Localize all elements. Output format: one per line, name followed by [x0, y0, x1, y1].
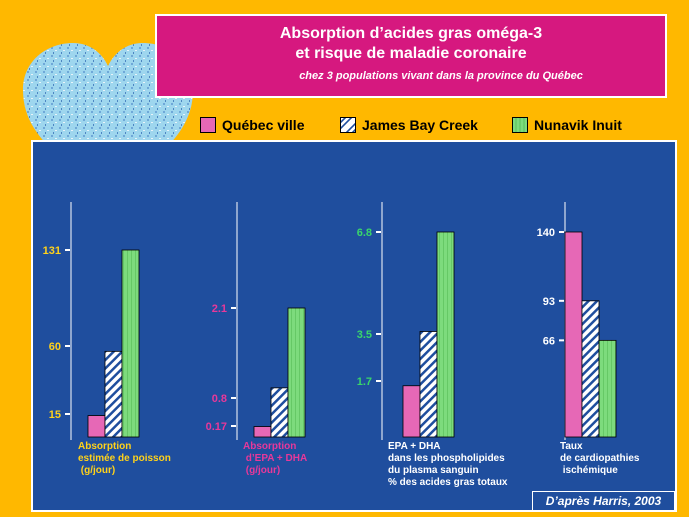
bar-qu-bec-ville [402, 385, 421, 438]
category-label-line: % des acides gras totaux [388, 477, 508, 488]
y-tick-label: 93 [543, 296, 555, 308]
bar-nunavik-inuit [598, 339, 617, 438]
category-label-line: Absorption [78, 441, 131, 452]
bar-nunavik-inuit [287, 307, 306, 438]
legend-label: Nunavik Inuit [534, 117, 622, 133]
bar-qu-bec-ville [87, 415, 106, 438]
y-tick-label: 6.8 [357, 227, 372, 239]
bar-james-bay-creek [581, 300, 600, 438]
category-label-line: Absorption [243, 441, 296, 452]
legend-swatch-james-bay [340, 117, 356, 133]
source-credit: D’après Harris, 2003 [532, 491, 675, 511]
category-label-line: Taux [560, 441, 583, 452]
legend: Québec ville James Bay Creek Nunavik Inu… [0, 117, 689, 139]
chart-group-1: 15 60 131 Absorption estimée de poisson (g/j… [43, 202, 171, 476]
chart-group-4: 140 93 66 Taux de cardiopathies ischémique [537, 202, 640, 476]
legend-item-nunavik: Nunavik Inuit [512, 117, 622, 133]
category-label-line: (g/jour) [78, 465, 115, 476]
bar-james-bay-creek [104, 350, 123, 438]
y-tick-label: 2.1 [212, 303, 227, 315]
bar-james-bay-creek [270, 387, 289, 438]
bar-nunavik-inuit [121, 249, 140, 438]
bar-qu-bec-ville [564, 231, 583, 438]
bar-james-bay-creek [419, 331, 438, 438]
title-line1: Absorption d’acides gras oméga-3 [279, 25, 543, 42]
y-tick-label: 60 [49, 341, 61, 353]
title-box: Absorption d’acides gras oméga-3 et risq… [155, 14, 667, 98]
category-label-line: dans les phospholipides [388, 453, 505, 464]
y-tick-label: 66 [543, 335, 555, 347]
category-label: EPA + DHA dans les phospholipides du plasm… [388, 441, 508, 488]
category-label-line: estimée de poisson [78, 453, 171, 464]
legend-item-quebec: Québec ville [200, 117, 304, 133]
y-tick-label: 3.5 [357, 329, 372, 341]
legend-label: Québec ville [222, 117, 305, 133]
category-label: Taux de cardiopathies ischémique [560, 441, 640, 476]
y-tick-label: 15 [49, 409, 61, 421]
title-line2: et risque de maladie coronaire [295, 45, 527, 62]
chart-group-2: 0.17 0.8 2.1 Absorption d’EPA + DHA (g/jour… [206, 202, 307, 476]
category-label: Absorption d’EPA + DHA (g/jour) [243, 441, 307, 476]
legend-swatch-quebec [200, 117, 216, 133]
category-label-line: (g/jour) [243, 465, 280, 476]
chart-panel: 15 60 131 Absorption estimée de poisson (g/j… [31, 140, 677, 512]
category-label-line: EPA + DHA [388, 441, 441, 452]
category-label: Absorption estimée de poisson (g/jour) [78, 441, 171, 476]
bar-qu-bec-ville [253, 426, 272, 438]
y-tick-label: 131 [43, 245, 61, 257]
bar-nunavik-inuit [436, 231, 455, 438]
category-label-line: d’EPA + DHA [243, 453, 307, 464]
y-tick-label: 0.8 [212, 393, 227, 405]
y-tick-label: 140 [537, 227, 555, 239]
legend-item-james-bay: James Bay Creek [340, 117, 478, 133]
y-tick-label: 1.7 [357, 376, 372, 388]
chart-group-3: 1.7 3.5 6.8 EPA + DHA dans les phospholipide… [357, 202, 508, 488]
legend-swatch-nunavik [512, 117, 528, 133]
legend-label: James Bay Creek [362, 117, 478, 133]
subtitle: chez 3 populations vivant dans la provin… [299, 70, 583, 82]
category-label-line: de cardiopathies [560, 453, 640, 464]
y-tick-label: 0.17 [206, 421, 227, 433]
category-label-line: ischémique [560, 465, 618, 476]
category-label-line: du plasma sanguin [388, 465, 479, 476]
